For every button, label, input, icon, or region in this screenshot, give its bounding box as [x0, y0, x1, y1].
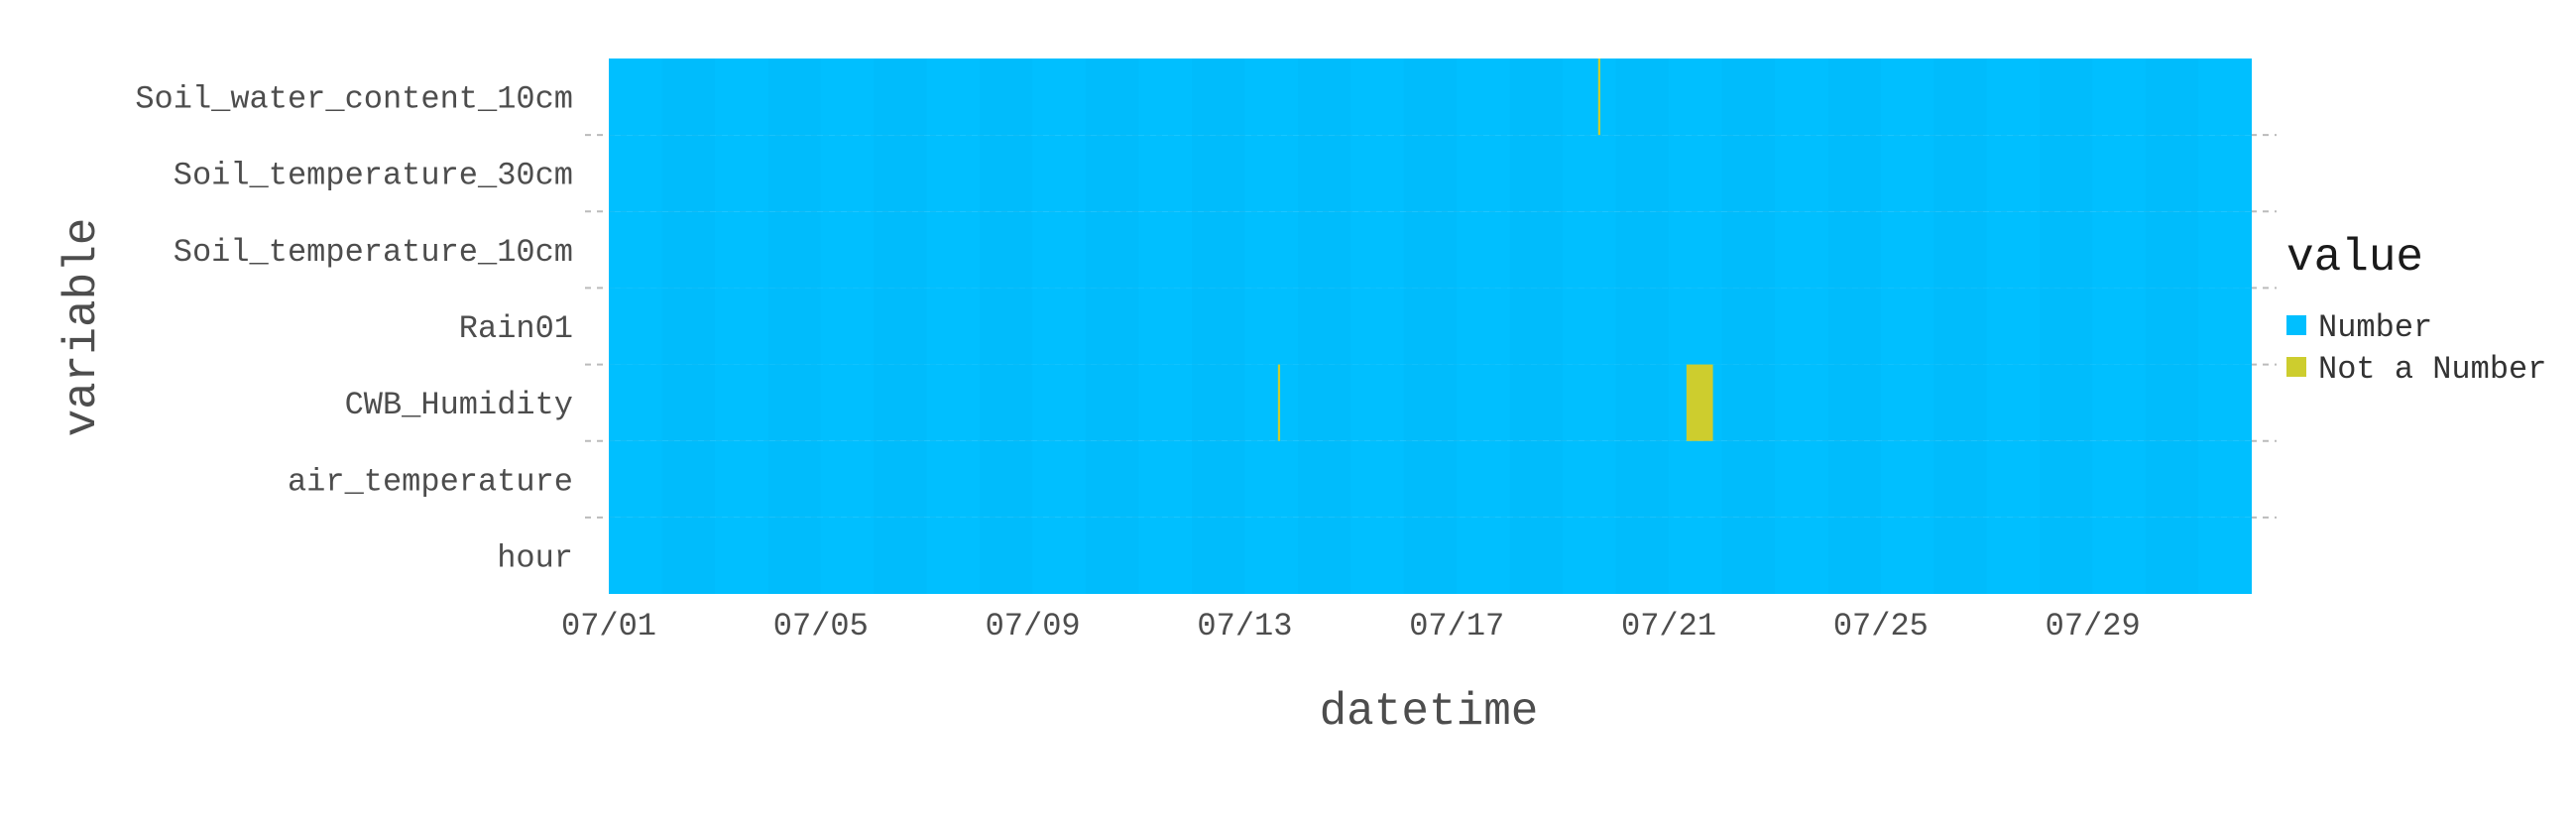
y-axis-title: variable	[57, 218, 108, 437]
nan-cell-CWB_Humidity	[1686, 364, 1713, 441]
heatmap-row-Soil_water_content_10cm	[609, 59, 2252, 136]
x-tick-label: 07/21	[1621, 608, 1716, 644]
day-band	[661, 59, 714, 594]
heatmap-row-Soil_temperature_10cm	[609, 211, 2252, 289]
x-tick-label: 07/09	[986, 608, 1081, 644]
y-tick-label: Rain01	[459, 310, 573, 347]
x-axis-title: datetime	[1320, 686, 1539, 738]
day-band	[1933, 59, 1986, 594]
day-band	[767, 59, 820, 594]
nan-cell-CWB_Humidity	[1277, 364, 1281, 441]
heatmap-cells	[609, 59, 2252, 594]
day-band	[2040, 59, 2092, 594]
heatmap-row-air_temperature	[609, 440, 2252, 518]
x-tick-label: 07/05	[773, 608, 869, 644]
x-tick-label: 07/25	[1833, 608, 1929, 644]
y-tick-labels: Soil_water_content_10cm Soil_temperature_…	[135, 81, 573, 577]
x-tick-label: 07/29	[2046, 608, 2141, 644]
day-band	[1404, 59, 1457, 594]
y-tick-label: hour	[497, 539, 573, 576]
heatmap-row-CWB_Humidity	[609, 364, 2252, 441]
legend-swatch	[2286, 357, 2306, 377]
y-tick-label: CWB_Humidity	[345, 387, 573, 423]
y-tick-label: Soil_temperature_30cm	[174, 158, 573, 194]
day-band	[1827, 59, 1880, 594]
legend-title: value	[2286, 232, 2423, 284]
x-tick-label: 07/13	[1197, 608, 1292, 644]
x-tick-labels: 07/01 07/05 07/09 07/13 07/17 07/21 07/25 07/29	[561, 608, 2141, 644]
y-tick-label: Soil_temperature_10cm	[174, 234, 573, 271]
day-band	[1086, 59, 1138, 594]
day-band	[1192, 59, 1244, 594]
y-tick-label: Soil_water_content_10cm	[135, 81, 573, 118]
x-tick-label: 07/17	[1409, 608, 1504, 644]
day-band	[1510, 59, 1563, 594]
legend-swatch	[2286, 315, 2306, 335]
day-band	[1616, 59, 1669, 594]
heatmap-row-Rain01	[609, 288, 2252, 365]
y-tick-label: air_temperature	[288, 463, 573, 500]
day-band	[1721, 59, 1774, 594]
day-band	[1298, 59, 1350, 594]
day-band	[874, 59, 926, 594]
legend-label: Not a Number	[2318, 351, 2546, 388]
legend-label: Number	[2318, 309, 2432, 346]
x-tick-label: 07/01	[561, 608, 656, 644]
day-band	[2146, 59, 2198, 594]
day-band	[980, 59, 1032, 594]
legend: value Number Not a Number	[2286, 232, 2546, 388]
heatmap-row-hour	[609, 517, 2252, 594]
heatmap-row-Soil_temperature_30cm	[609, 135, 2252, 212]
nan-cell-Soil_water_content_10cm	[1597, 59, 1600, 136]
